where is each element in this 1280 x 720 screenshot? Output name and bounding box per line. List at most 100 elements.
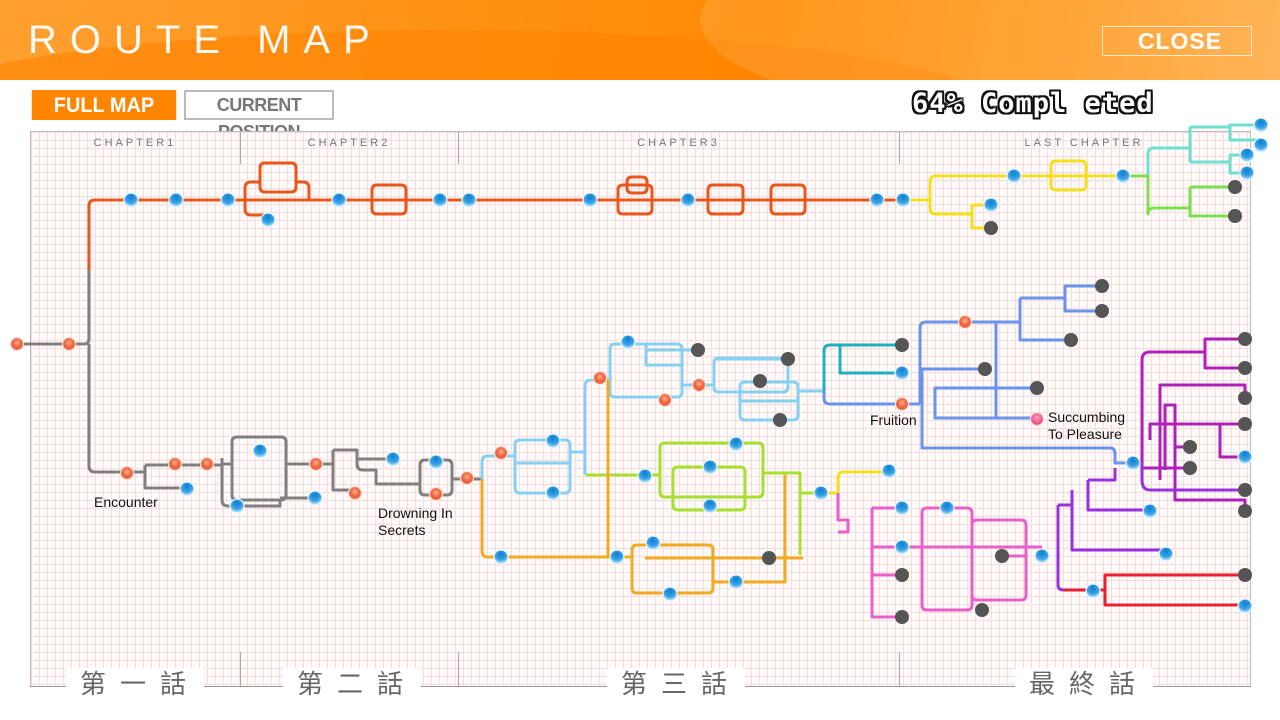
locked-ending-node[interactable] bbox=[1238, 361, 1252, 375]
unlocked-scene-node[interactable] bbox=[545, 485, 561, 501]
locked-ending-node[interactable] bbox=[1238, 391, 1252, 405]
unlocked-scene-node[interactable] bbox=[428, 454, 444, 470]
unlocked-scene-node[interactable] bbox=[728, 574, 744, 590]
unlocked-scene-node[interactable] bbox=[432, 192, 448, 208]
unlocked-scene-node[interactable] bbox=[894, 365, 910, 381]
unlocked-scene-node[interactable] bbox=[1006, 168, 1022, 184]
unlocked-scene-node[interactable] bbox=[609, 549, 625, 565]
unlocked-scene-node[interactable] bbox=[1237, 598, 1253, 614]
route-path bbox=[17, 270, 145, 474]
locked-ending-node[interactable] bbox=[1064, 333, 1078, 347]
unlocked-scene-node[interactable] bbox=[813, 485, 829, 501]
cleared-scene-node[interactable] bbox=[61, 336, 77, 352]
unlocked-scene-node[interactable] bbox=[461, 192, 477, 208]
cleared-scene-node[interactable] bbox=[9, 336, 25, 352]
locked-ending-node[interactable] bbox=[975, 603, 989, 617]
locked-ending-node[interactable] bbox=[762, 551, 776, 565]
unlocked-scene-node[interactable] bbox=[645, 535, 661, 551]
locked-ending-node[interactable] bbox=[995, 549, 1009, 563]
locked-ending-node[interactable] bbox=[1095, 279, 1109, 293]
cleared-scene-node[interactable] bbox=[199, 456, 215, 472]
unlocked-scene-node[interactable] bbox=[1158, 546, 1174, 562]
unlocked-scene-node[interactable] bbox=[331, 192, 347, 208]
locked-ending-node[interactable] bbox=[773, 413, 787, 427]
unlocked-scene-node[interactable] bbox=[1034, 548, 1050, 564]
cleared-scene-node[interactable] bbox=[167, 456, 183, 472]
unlocked-scene-node[interactable] bbox=[637, 468, 653, 484]
unlocked-scene-node[interactable] bbox=[220, 192, 236, 208]
cleared-scene-node[interactable] bbox=[657, 392, 673, 408]
unlocked-scene-node[interactable] bbox=[1253, 137, 1269, 153]
unlocked-scene-node[interactable] bbox=[620, 334, 636, 350]
locked-ending-node[interactable] bbox=[1228, 209, 1242, 223]
unlocked-scene-node[interactable] bbox=[894, 500, 910, 516]
locked-ending-node[interactable] bbox=[978, 362, 992, 376]
unlocked-scene-node[interactable] bbox=[385, 451, 401, 467]
locked-ending-node[interactable] bbox=[1095, 304, 1109, 318]
close-button[interactable]: CLOSE bbox=[1102, 26, 1252, 56]
unlocked-scene-node[interactable] bbox=[493, 549, 509, 565]
unlocked-scene-node[interactable] bbox=[252, 443, 268, 459]
cleared-scene-node[interactable] bbox=[428, 486, 444, 502]
unlocked-scene-node[interactable] bbox=[1125, 455, 1141, 471]
unlocked-scene-node[interactable] bbox=[260, 212, 276, 228]
chapter-divider bbox=[240, 652, 241, 686]
unlocked-scene-node[interactable] bbox=[1142, 503, 1158, 519]
locked-ending-node[interactable] bbox=[895, 568, 909, 582]
cleared-scene-node[interactable] bbox=[308, 456, 324, 472]
locked-ending-node[interactable] bbox=[1238, 504, 1252, 518]
unlocked-scene-node[interactable] bbox=[662, 586, 678, 602]
unlocked-scene-node[interactable] bbox=[168, 192, 184, 208]
unlocked-scene-node[interactable] bbox=[894, 539, 910, 555]
unlocked-scene-node[interactable] bbox=[680, 192, 696, 208]
unlocked-scene-node[interactable] bbox=[895, 192, 911, 208]
tab-full-map[interactable]: FULL MAP bbox=[31, 90, 177, 120]
cleared-scene-node[interactable] bbox=[119, 465, 135, 481]
locked-ending-node[interactable] bbox=[691, 343, 705, 357]
locked-ending-node[interactable] bbox=[1238, 568, 1252, 582]
locked-ending-node[interactable] bbox=[1238, 483, 1252, 497]
locked-ending-node[interactable] bbox=[1183, 461, 1197, 475]
unlocked-scene-node[interactable] bbox=[1253, 117, 1269, 133]
chapter-header-3: CHAPTER3 bbox=[637, 137, 720, 149]
unlocked-scene-node[interactable] bbox=[1239, 165, 1255, 181]
cleared-scene-node[interactable] bbox=[894, 396, 910, 412]
route-path bbox=[480, 380, 803, 595]
unlocked-scene-node[interactable] bbox=[881, 463, 897, 479]
cleared-scene-node[interactable] bbox=[592, 370, 608, 386]
unlocked-scene-node[interactable] bbox=[307, 490, 323, 506]
locked-ending-node[interactable] bbox=[895, 338, 909, 352]
cleared-scene-node[interactable] bbox=[459, 470, 475, 486]
unlocked-scene-node[interactable] bbox=[1237, 449, 1253, 465]
locked-ending-node[interactable] bbox=[1183, 440, 1197, 454]
unlocked-scene-node[interactable] bbox=[702, 459, 718, 475]
unlocked-scene-node[interactable] bbox=[1085, 583, 1101, 599]
cleared-scene-node[interactable] bbox=[691, 377, 707, 393]
locked-ending-node[interactable] bbox=[753, 374, 767, 388]
locked-ending-node[interactable] bbox=[1238, 417, 1252, 431]
chapter-divider bbox=[458, 132, 459, 164]
locked-ending-node[interactable] bbox=[1030, 381, 1044, 395]
unlocked-scene-node[interactable] bbox=[229, 498, 245, 514]
unlocked-scene-node[interactable] bbox=[1115, 168, 1131, 184]
unlocked-scene-node[interactable] bbox=[939, 500, 955, 516]
cleared-scene-node[interactable] bbox=[347, 485, 363, 501]
locked-ending-node[interactable] bbox=[1238, 332, 1252, 346]
locked-ending-node[interactable] bbox=[781, 352, 795, 366]
unlocked-scene-node[interactable] bbox=[869, 192, 885, 208]
unlocked-scene-node[interactable] bbox=[983, 197, 999, 213]
unlocked-scene-node[interactable] bbox=[582, 192, 598, 208]
cleared-scene-node[interactable] bbox=[493, 445, 509, 461]
cleared-scene-node[interactable] bbox=[957, 314, 973, 330]
unlocked-scene-node[interactable] bbox=[179, 481, 195, 497]
unlocked-scene-node[interactable] bbox=[123, 192, 139, 208]
unlocked-scene-node[interactable] bbox=[702, 498, 718, 514]
header-wave bbox=[700, 0, 1280, 80]
unlocked-scene-node[interactable] bbox=[1239, 147, 1255, 163]
unlocked-scene-node[interactable] bbox=[545, 433, 561, 449]
unlocked-scene-node[interactable] bbox=[728, 436, 744, 452]
locked-ending-node[interactable] bbox=[984, 221, 998, 235]
locked-ending-node[interactable] bbox=[895, 610, 909, 624]
locked-ending-node[interactable] bbox=[1228, 180, 1242, 194]
ending-node[interactable] bbox=[1029, 411, 1045, 427]
